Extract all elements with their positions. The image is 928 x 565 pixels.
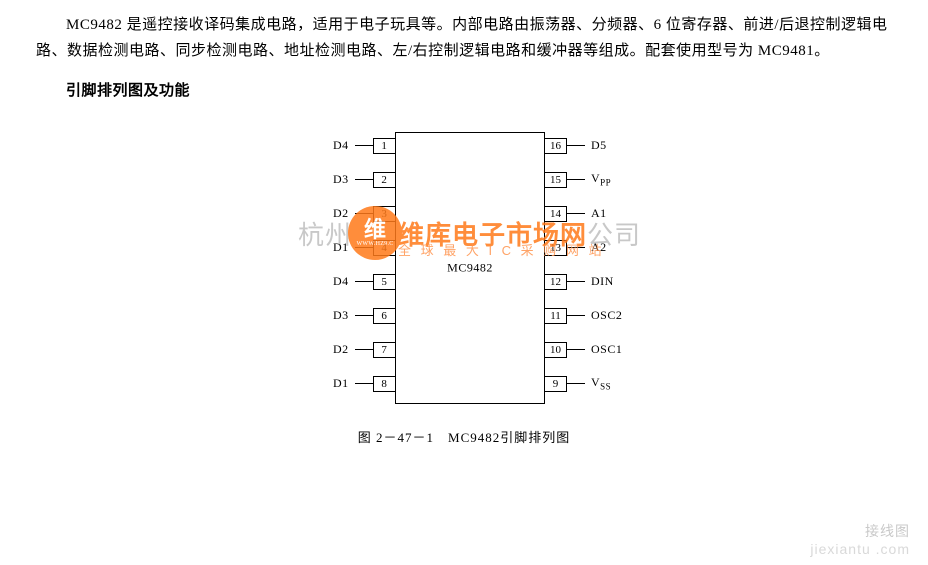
pin-number-box: 2 — [373, 172, 395, 188]
pin-number-box: 10 — [545, 342, 567, 358]
pin-right-12: 12 DIN — [545, 274, 620, 290]
watermark-bottom-cn: 接线图 — [810, 521, 910, 541]
pin-right-16: 16 D5 — [545, 138, 613, 154]
pin-label: D4 — [327, 138, 355, 153]
pin-lead — [355, 315, 373, 316]
pin-lead — [567, 213, 585, 214]
pin-left-8: D1 8 — [327, 376, 395, 392]
pin-lead — [567, 281, 585, 282]
pin-left-1: D4 1 — [327, 138, 395, 154]
pin-lead — [355, 349, 373, 350]
pin-label: OSC1 — [585, 342, 628, 357]
pin-lead — [355, 179, 373, 180]
pin-number-box: 5 — [373, 274, 395, 290]
pinout-diagram: MC9482 D4 1 D3 2 D2 3 D1 4 D4 5 D3 6 D2 7 D1 8 16 D5 15 VPP… — [0, 122, 928, 452]
pin-left-3: D2 3 — [327, 206, 395, 222]
pin-label: D4 — [327, 274, 355, 289]
pin-left-6: D3 6 — [327, 308, 395, 324]
pin-right-10: 10 OSC1 — [545, 342, 628, 358]
pin-right-13: 13 A2 — [545, 240, 613, 256]
chip-name: MC9482 — [447, 260, 493, 275]
pin-left-2: D3 2 — [327, 172, 395, 188]
pin-label: D2 — [327, 342, 355, 357]
chip-body: MC9482 — [395, 132, 545, 404]
pin-lead — [567, 247, 585, 248]
pin-number-box: 6 — [373, 308, 395, 324]
pin-left-7: D2 7 — [327, 342, 395, 358]
pin-label: A2 — [585, 240, 613, 255]
pin-number-box: 11 — [545, 308, 567, 324]
pin-number-box: 9 — [545, 376, 567, 392]
pin-lead — [567, 145, 585, 146]
watermark-bottom-en: jiexiantu .com — [810, 541, 910, 557]
pin-left-4: D1 4 — [327, 240, 395, 256]
pin-number-box: 16 — [545, 138, 567, 154]
pin-number-box: 4 — [373, 240, 395, 256]
pin-left-5: D4 5 — [327, 274, 395, 290]
pin-label: D3 — [327, 308, 355, 323]
pin-lead — [355, 213, 373, 214]
pin-right-9: 9 VSS — [545, 376, 617, 392]
pin-label: OSC2 — [585, 308, 628, 323]
pin-right-15: 15 VPP — [545, 172, 617, 188]
pin-number-box: 7 — [373, 342, 395, 358]
pin-lead — [567, 179, 585, 180]
pin-number-box: 12 — [545, 274, 567, 290]
pin-number-box: 1 — [373, 138, 395, 154]
pin-number-box: 14 — [545, 206, 567, 222]
pin-label: D1 — [327, 376, 355, 391]
pin-lead — [355, 145, 373, 146]
pin-lead — [567, 349, 585, 350]
pin-number-box: 8 — [373, 376, 395, 392]
pin-number-box: 15 — [545, 172, 567, 188]
figure-caption: 图 2－47－1 MC9482引脚排列图 — [358, 427, 570, 446]
pin-right-14: 14 A1 — [545, 206, 613, 222]
pin-label: DIN — [585, 274, 620, 289]
pin-label: D5 — [585, 138, 613, 153]
pin-lead — [567, 315, 585, 316]
intro-paragraph: MC9482 是遥控接收译码集成电路，适用于电子玩具等。内部电路由振荡器、分频器… — [36, 12, 892, 65]
pin-label: D3 — [327, 172, 355, 187]
pin-label: A1 — [585, 206, 613, 221]
pin-number-box: 3 — [373, 206, 395, 222]
pin-lead — [355, 383, 373, 384]
pin-lead — [355, 281, 373, 282]
watermark-bottom: 接线图 jiexiantu .com — [810, 521, 910, 557]
pin-label: VPP — [585, 171, 617, 187]
pin-lead — [567, 383, 585, 384]
pin-right-11: 11 OSC2 — [545, 308, 628, 324]
pin-number-box: 13 — [545, 240, 567, 256]
pin-label: D2 — [327, 206, 355, 221]
pin-label: VSS — [585, 375, 617, 391]
section-subtitle: 引脚排列图及功能 — [66, 79, 892, 100]
pin-lead — [355, 247, 373, 248]
pin-label: D1 — [327, 240, 355, 255]
